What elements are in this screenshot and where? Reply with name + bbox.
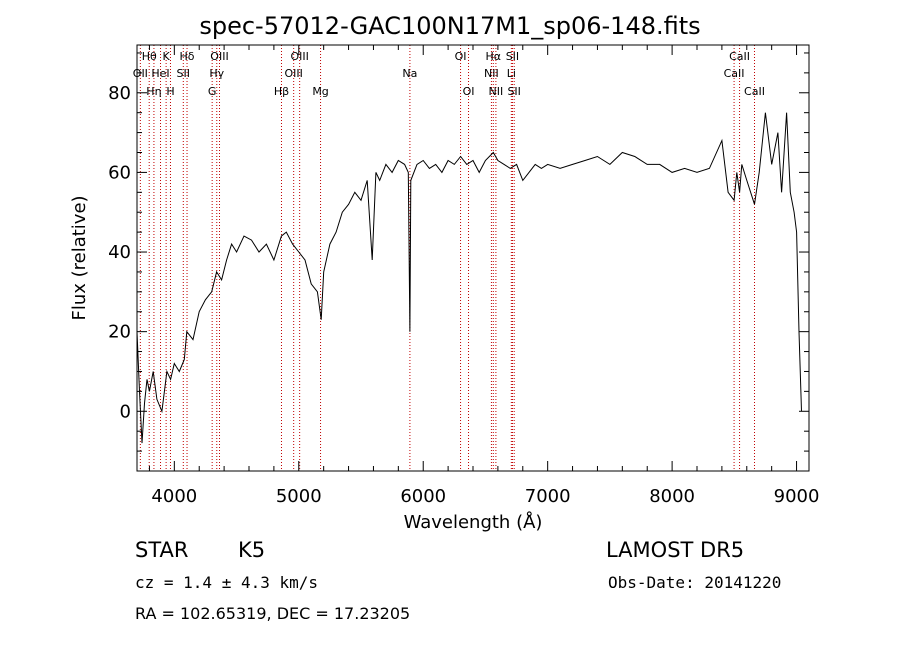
- redshift-velocity: cz = 1.4 ± 4.3 km/s: [135, 573, 319, 592]
- spectral-line-marks: [139, 45, 755, 471]
- x-tick-label: 6000: [400, 486, 446, 507]
- spectral-line-label: Mg: [312, 85, 328, 98]
- spectral-line-label: Li: [507, 67, 516, 80]
- spectral-line-label: CaII: [729, 50, 750, 63]
- spectral-line-label: HeI: [151, 67, 169, 80]
- spectral-line-label: SII: [506, 50, 519, 63]
- spectral-line-label: OI: [455, 50, 467, 63]
- y-tick-label: 40: [108, 242, 131, 263]
- spectral-line-label: Hγ: [209, 67, 224, 80]
- spectral-line-label: G: [208, 85, 217, 98]
- sky-coordinates: RA = 102.65319, DEC = 17.23205: [135, 604, 411, 623]
- spectral-line-label: Hθ: [142, 50, 157, 63]
- object-subclass: K5: [238, 538, 266, 562]
- x-tick-label: 5000: [276, 486, 322, 507]
- spectral-line-label: Hη: [146, 85, 161, 98]
- x-tick-label: 4000: [151, 486, 197, 507]
- spectral-line-label: Hβ: [274, 85, 289, 98]
- spectral-line-label: NII: [489, 85, 504, 98]
- spectral-line-label: NII: [484, 67, 499, 80]
- spectral-line-label: SII: [507, 85, 520, 98]
- y-tick-label: 80: [108, 83, 131, 104]
- spectral-line-label: CaII: [724, 67, 745, 80]
- y-axis-label: Flux (relative): [69, 195, 90, 320]
- spectral-line-label: SII: [177, 67, 190, 80]
- y-tick-label: 60: [108, 162, 131, 183]
- spectral-line-labels: OIIHθHηHeIKHSIIHδGHγOIIIHβOIIIOIIIMgNaOI…: [133, 50, 765, 98]
- x-tick-label: 7000: [525, 486, 571, 507]
- y-tick-label: 0: [120, 401, 131, 422]
- chart-title: spec-57012-GAC100N17M1_sp06-148.fits: [199, 12, 701, 40]
- x-tick-label: 8000: [649, 486, 695, 507]
- observation-date: Obs-Date: 20141220: [608, 573, 782, 592]
- x-axis-label: Wavelength (Å): [404, 511, 543, 533]
- x-tick-label: 9000: [774, 486, 820, 507]
- object-type: STAR: [135, 538, 189, 562]
- spectral-line-label: OIII: [284, 67, 302, 80]
- spectrum-series-line: [136, 112, 802, 444]
- spectral-line-label: OI: [463, 85, 475, 98]
- spectral-line-label: CaII: [744, 85, 765, 98]
- spectral-line-label: Hδ: [180, 50, 195, 63]
- survey-name: LAMOST DR5: [606, 538, 745, 562]
- spectral-line-label: K: [163, 50, 171, 63]
- spectral-line-label: OIII: [210, 50, 228, 63]
- spectral-line-label: OII: [133, 67, 148, 80]
- plot-frame: [136, 44, 810, 472]
- spectral-line-label: OIII: [290, 50, 308, 63]
- axis-ticks: 4000 5000 6000 7000 8000 9000 0 20 40 60 80: [108, 45, 819, 507]
- y-tick-label: 20: [108, 322, 131, 343]
- spectral-line-label: H: [166, 85, 174, 98]
- spectral-line-label: Hα: [486, 50, 502, 63]
- spectral-line-label: Na: [402, 67, 417, 80]
